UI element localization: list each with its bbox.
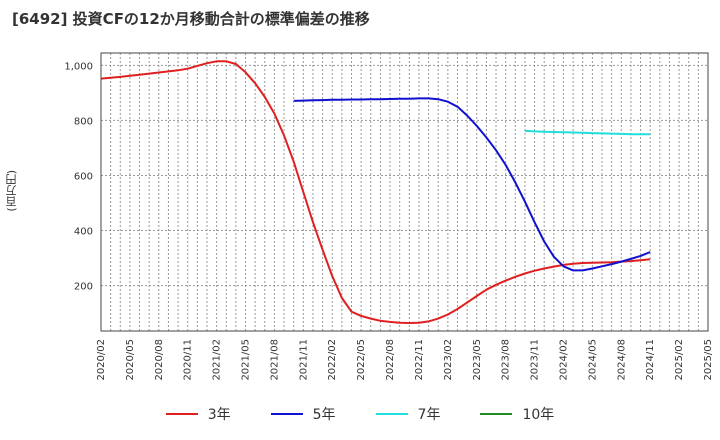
y-tick-labels: 200 400 600 800 1,000 <box>64 61 93 292</box>
legend-label: 5年 <box>312 407 336 423</box>
legend-swatch <box>375 413 408 415</box>
x-tick-label: 2024/05 <box>587 339 598 381</box>
x-tick-label: 2021/11 <box>298 339 309 381</box>
x-tick-label: 2025/05 <box>703 339 714 381</box>
grid-lines <box>100 53 709 331</box>
legend-label: 3年 <box>207 407 231 423</box>
y-tick-label: 200 <box>74 282 93 293</box>
x-tick-label: 2022/08 <box>385 339 396 381</box>
series-line-3年 <box>100 60 651 324</box>
legend-label: 10年 <box>522 407 555 423</box>
x-tick-label: 2023/11 <box>530 339 541 381</box>
y-tick-label: 1,000 <box>64 61 93 72</box>
x-tick-label: 2021/05 <box>241 339 252 381</box>
legend-label: 7年 <box>417 407 441 423</box>
x-tick-label: 2023/02 <box>443 339 454 381</box>
series-line-7年 <box>524 129 651 136</box>
x-tick-label: 2022/05 <box>356 339 367 381</box>
x-tick-label: 2022/02 <box>327 339 338 381</box>
x-tick-label: 2020/08 <box>154 339 165 381</box>
chart-title: [6492] 投資CFの12か月移動合計の標準偏差の推移 <box>12 10 370 28</box>
series-line-5年 <box>293 97 651 272</box>
legend-swatch <box>480 413 513 415</box>
plot-frame <box>100 52 709 332</box>
x-tick-label: 2023/08 <box>501 339 512 381</box>
x-tick-label: 2021/02 <box>212 339 223 381</box>
legend-item: 5年 <box>270 404 336 424</box>
x-tick-label: 2020/02 <box>96 339 107 381</box>
y-tick-label: 800 <box>74 116 93 127</box>
x-tick-label: 2024/02 <box>558 339 569 381</box>
series-lines <box>100 60 651 324</box>
x-tick-labels: 2020/02 2020/05 2020/08 2020/11 2021/02 2021/… <box>96 339 714 381</box>
legend-swatch <box>165 413 198 415</box>
x-tick-label: 2024/08 <box>616 339 627 381</box>
x-tick-label: 2022/11 <box>414 339 425 381</box>
x-tick-label: 2021/08 <box>269 339 280 381</box>
y-tick-label: 600 <box>74 171 93 182</box>
x-tick-label: 2025/02 <box>674 339 685 381</box>
legend-item: 3年 <box>165 404 231 424</box>
y-tick-label: 400 <box>74 227 93 238</box>
legend-item: 7年 <box>375 404 441 424</box>
x-tick-label: 2024/11 <box>645 339 656 381</box>
legend-swatch <box>270 413 303 415</box>
x-tick-label: 2020/11 <box>183 339 194 381</box>
legend-item: 10年 <box>480 404 554 424</box>
x-tick-label: 2020/05 <box>125 339 136 381</box>
legend: 3年 5年 7年 10年 <box>0 400 720 428</box>
x-tick-label: 2023/05 <box>472 339 483 381</box>
